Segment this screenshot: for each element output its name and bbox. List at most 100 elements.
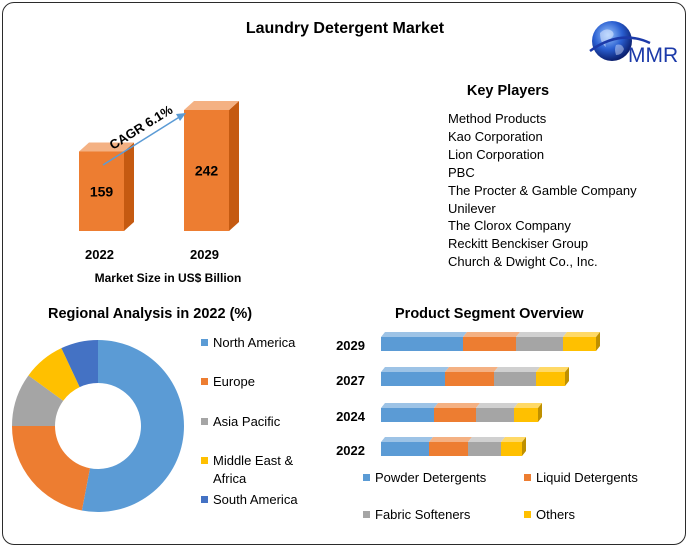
key-player-item: PBC: [448, 164, 475, 180]
bar-side: [229, 101, 239, 231]
legend-swatch: [201, 339, 208, 346]
bar-segment: [468, 442, 501, 456]
region-legend-item: Middle East & Africa: [201, 452, 321, 487]
legend-swatch: [201, 378, 208, 385]
key-player-item: Lion Corporation: [448, 146, 545, 162]
bar-segment: [514, 408, 538, 422]
bar-side: [124, 142, 134, 231]
bar-segment-top: [381, 332, 467, 337]
bar-segment: [563, 337, 596, 351]
mmr-logo: MMR: [588, 15, 685, 75]
bar-segment-side: [565, 367, 569, 386]
bar-segment: [381, 337, 463, 351]
category-label: 2022: [336, 443, 365, 458]
bar-segment-top: [536, 367, 569, 372]
donut-slice: [81, 339, 185, 512]
bar-top: [79, 142, 134, 152]
legend-swatch: [201, 457, 208, 464]
bar-segment: [463, 337, 516, 351]
bar-segment-top: [476, 403, 518, 408]
svg-text:MMR: MMR: [628, 44, 678, 67]
bar-segment-top: [445, 367, 498, 372]
regional-chart-title: Regional Analysis in 2022 (%): [48, 306, 253, 322]
key-players-title: Key Players: [466, 83, 550, 99]
donut-slice: [12, 375, 64, 426]
key-player-item: Church & Dwight Co., Inc.: [448, 254, 598, 270]
legend-label: Europe: [213, 374, 255, 389]
donut-slice: [61, 340, 98, 388]
globe-icon: MMR: [589, 21, 678, 67]
legend-label: Fabric Softeners: [375, 507, 471, 522]
legend-swatch: [524, 474, 531, 481]
bar-segment-top: [434, 403, 480, 408]
x-axis-label: Market Size in US$ Billion: [95, 271, 242, 285]
page-title: Laundry Detergent Market: [245, 20, 445, 37]
bar-segment-top: [381, 403, 438, 408]
legend-swatch: [201, 418, 208, 425]
bar-segment: [536, 372, 565, 386]
bar-segment: [381, 372, 445, 386]
category-label: 2029: [190, 247, 219, 262]
key-player-item: Unilever: [448, 200, 496, 216]
legend-label: North America: [213, 335, 296, 350]
bar-segment-top: [429, 437, 472, 442]
bar-segment: [494, 372, 536, 386]
product-segment-chart: 2029 2027 2024 2022: [336, 332, 600, 458]
legend-label: Powder Detergents: [375, 470, 487, 485]
key-player-item: Method Products: [448, 111, 547, 126]
bar-segment-top: [463, 332, 520, 337]
category-label: 2024: [336, 409, 366, 424]
bar-value-label: 159: [90, 183, 114, 199]
bar-segment-side: [538, 403, 542, 422]
legend-swatch: [363, 511, 370, 518]
bar-segment: [516, 337, 563, 351]
bar-segment-side: [522, 437, 526, 456]
legend-swatch: [201, 496, 208, 503]
bar-segment: [501, 442, 522, 456]
segment-legend-item: Fabric Softeners: [363, 506, 470, 524]
donut-slice: [12, 426, 90, 511]
bar-segment: [445, 372, 494, 386]
bar: [79, 151, 124, 231]
region-legend-item: Asia Pacific: [201, 413, 321, 431]
cagr-arrow: [102, 115, 182, 166]
bar-value-label: 242: [195, 163, 219, 179]
key-player-item: Kao Corporation: [448, 128, 543, 144]
key-player-item: Reckitt Benckiser Group: [448, 236, 589, 252]
bar-segment: [381, 442, 429, 456]
bar-segment: [429, 442, 468, 456]
bar-top: [184, 101, 239, 110]
bar-segment-top: [501, 437, 526, 442]
cagr-arrowhead: [176, 113, 186, 121]
bar-segment: [381, 408, 434, 422]
key-player-item: The Clorox Company: [448, 218, 571, 234]
legend-swatch: [524, 511, 531, 518]
bar-segment-top: [563, 332, 600, 337]
bar-segment-top: [468, 437, 505, 442]
segment-chart-title: Product Segment Overview: [395, 306, 584, 322]
bar-segment-top: [494, 367, 540, 372]
market-size-chart: 159 2022 242 2029 Market Size in US$ Billion…: [79, 101, 242, 285]
region-legend-item: North America: [201, 334, 321, 352]
category-label: 2029: [336, 338, 365, 353]
legend-label: Others: [536, 507, 576, 522]
region-legend-item: South America: [201, 491, 321, 509]
bar-segment: [476, 408, 514, 422]
legend-label: Asia Pacific: [213, 414, 281, 429]
key-player-item: The Procter & Gamble Company: [448, 182, 637, 198]
category-label: 2022: [85, 247, 114, 262]
region-legend-item: Europe: [201, 373, 321, 391]
segment-legend-item: Others: [524, 506, 575, 524]
legend-label: Middle East & Africa: [213, 453, 294, 486]
bar-segment-top: [381, 437, 433, 442]
segment-legend-item: Powder Detergents: [363, 469, 486, 487]
bar: [184, 110, 229, 231]
segment-legend-item: Liquid Detergents: [524, 469, 638, 487]
donut-slice: [28, 348, 80, 401]
category-label: 2027: [336, 373, 365, 388]
regional-donut-chart: [12, 339, 185, 512]
legend-label: South America: [213, 492, 298, 507]
bar-segment-top: [381, 367, 449, 372]
legend-swatch: [363, 474, 370, 481]
